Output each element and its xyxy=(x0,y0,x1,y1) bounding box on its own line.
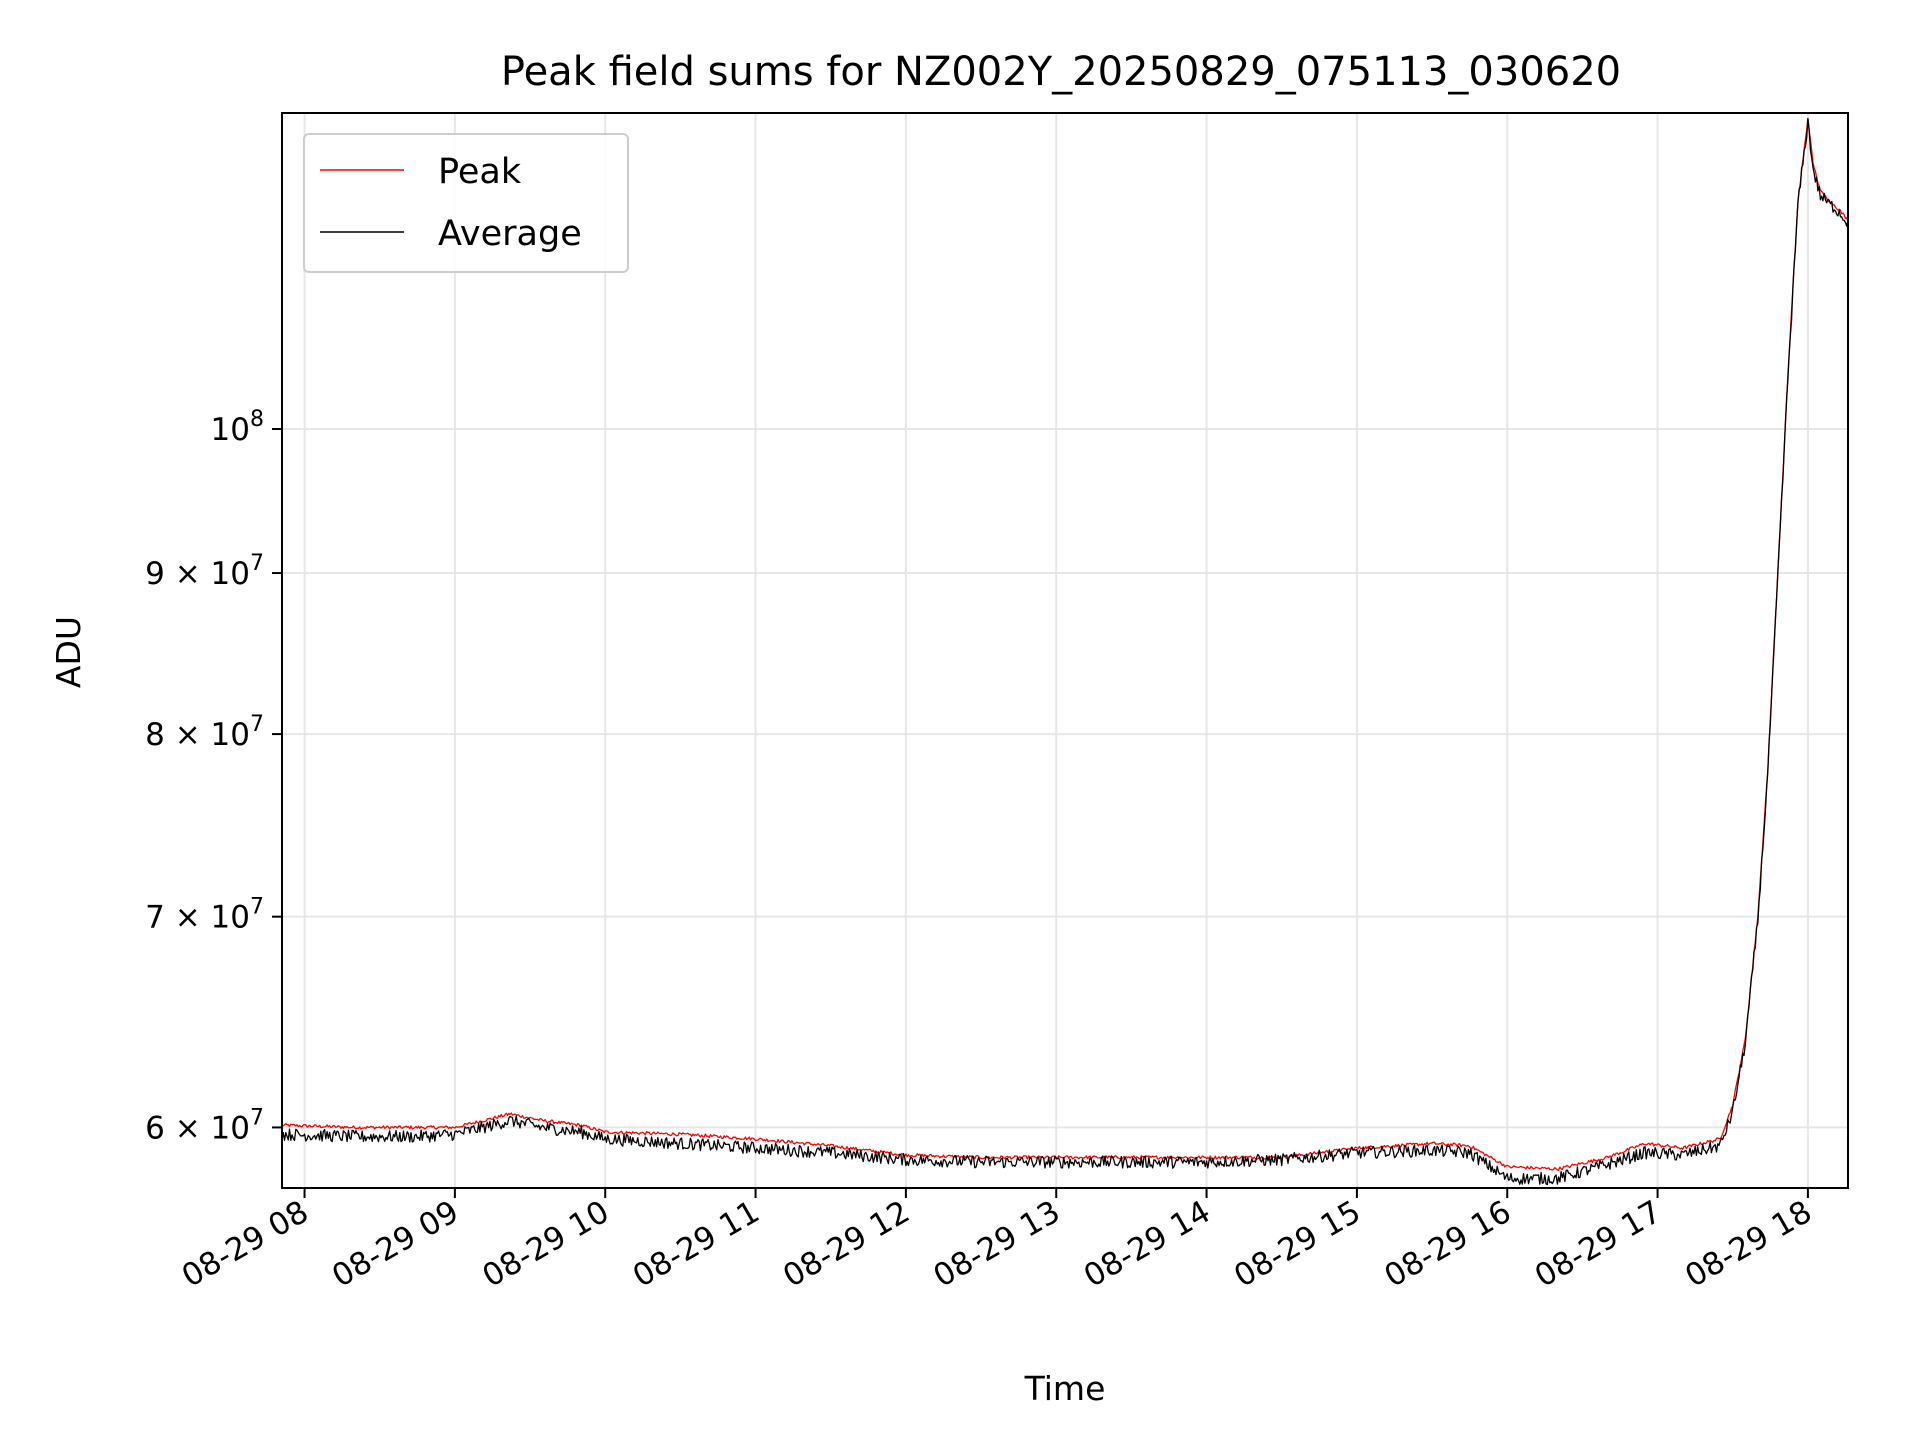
series-layer xyxy=(281,117,1849,1186)
y-tick-label: 6 × 107 xyxy=(145,1105,264,1146)
chart-title: Peak field sums for NZ002Y_20250829_0751… xyxy=(501,49,1621,95)
legend-label-average: Average xyxy=(438,214,582,254)
y-tick-label: 9 × 107 xyxy=(145,551,264,592)
legend-box xyxy=(303,133,629,273)
grid-lines xyxy=(282,113,1848,1188)
legend-label-peak: Peak xyxy=(438,152,522,192)
legend: Peak Average xyxy=(303,133,629,273)
plot-frame xyxy=(281,112,1849,1189)
y-tick-label: 7 × 107 xyxy=(145,895,264,936)
y-tick-label: 8 × 107 xyxy=(145,712,264,753)
series-line-average xyxy=(281,118,1849,1186)
series-line-peak xyxy=(281,117,1849,1172)
y-axis-label: ADU xyxy=(49,616,88,688)
x-axis-label: Time xyxy=(1024,1369,1106,1408)
